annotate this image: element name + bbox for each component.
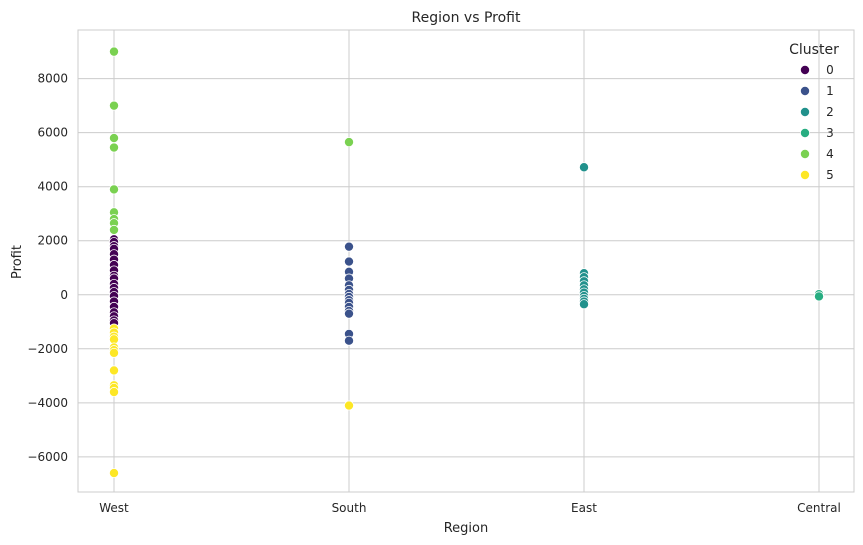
y-tick-label: −2000 xyxy=(27,342,68,356)
data-point-cluster-5 xyxy=(109,468,120,479)
legend-label: 1 xyxy=(826,84,834,98)
legend-marker xyxy=(800,148,811,159)
legend-item-2: 2 xyxy=(800,105,834,119)
legend-item-5: 5 xyxy=(800,168,834,182)
data-point-cluster-1 xyxy=(343,335,354,346)
legend-label: 4 xyxy=(826,147,834,161)
legend-label: 3 xyxy=(826,126,834,140)
legend-marker xyxy=(800,107,811,118)
legend-label: 2 xyxy=(826,105,834,119)
data-point-cluster-1 xyxy=(343,256,354,267)
data-point-cluster-1 xyxy=(343,308,354,319)
x-tick-label: East xyxy=(571,501,597,515)
y-tick-label: −6000 xyxy=(27,450,68,464)
y-tick-label: 0 xyxy=(60,288,68,302)
data-point-cluster-5 xyxy=(109,365,120,376)
legend-item-0: 0 xyxy=(800,63,834,77)
legend-item-4: 4 xyxy=(800,147,834,161)
legend-item-1: 1 xyxy=(800,84,834,98)
x-tick-label: South xyxy=(332,501,367,515)
data-point-cluster-4 xyxy=(109,46,120,57)
data-point-cluster-1 xyxy=(343,241,354,252)
data-point-cluster-4 xyxy=(343,137,354,148)
data-point-cluster-4 xyxy=(109,184,120,195)
data-point-cluster-2 xyxy=(579,299,590,310)
chart-title: Region vs Profit xyxy=(412,10,521,26)
y-tick-label: 4000 xyxy=(37,180,68,194)
x-axis-ticks: West South East Central xyxy=(99,501,841,515)
data-point-cluster-4 xyxy=(109,133,120,144)
legend-title: Cluster xyxy=(789,42,839,58)
data-point-cluster-3 xyxy=(814,291,825,302)
data-point-cluster-4 xyxy=(109,224,120,235)
x-tick-label: Central xyxy=(797,501,841,515)
legend-marker xyxy=(800,86,811,97)
legend: Cluster 0 1 2 3 4 5 xyxy=(789,42,839,182)
legend-marker xyxy=(800,169,811,180)
y-tick-label: 8000 xyxy=(37,72,68,86)
legend-marker xyxy=(800,127,811,138)
data-point-cluster-2 xyxy=(579,162,590,173)
y-tick-label: −4000 xyxy=(27,396,68,410)
data-point-cluster-4 xyxy=(109,142,120,153)
plot-area: West South East Central −6000 −4000 −2000 0 200… xyxy=(27,29,855,515)
data-point-cluster-4 xyxy=(109,100,120,111)
x-axis-label: Region xyxy=(444,521,489,536)
legend-label: 0 xyxy=(826,63,834,77)
legend-label: 5 xyxy=(826,168,834,182)
y-tick-label: 6000 xyxy=(37,126,68,140)
grid-lines xyxy=(78,30,854,492)
y-axis-label: Profit xyxy=(10,245,25,279)
y-axis-ticks: −6000 −4000 −2000 0 2000 4000 6000 8000 xyxy=(27,72,68,464)
x-tick-label: West xyxy=(99,501,129,515)
plot-frame xyxy=(77,29,855,493)
data-point-cluster-5 xyxy=(109,347,120,358)
y-tick-label: 2000 xyxy=(37,234,68,248)
data-points xyxy=(109,46,825,479)
legend-marker xyxy=(800,65,811,76)
data-point-cluster-5 xyxy=(109,387,120,398)
data-point-cluster-5 xyxy=(343,400,354,411)
legend-item-3: 3 xyxy=(800,126,834,140)
